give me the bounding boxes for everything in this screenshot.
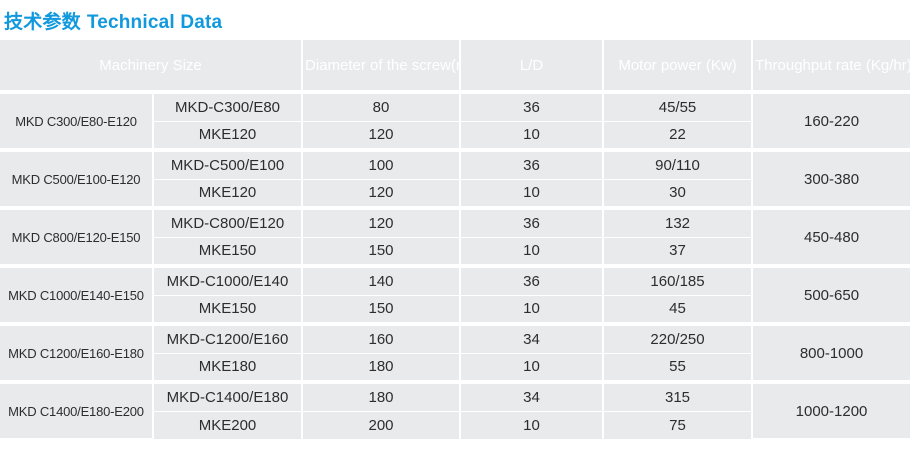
ld-cell: 36: [459, 266, 605, 296]
header-throughput-rate: Throughput rate (Kg/hr): [751, 40, 910, 94]
diameter-cell: 200: [301, 411, 462, 441]
page-title-chinese: 技术参数: [4, 12, 81, 33]
diameter-cell: 140: [301, 266, 462, 296]
motor-power-cell: 55: [602, 353, 754, 384]
machinery-size-cell: MKD C500/E100-E120: [0, 150, 154, 210]
motor-power-cell: 160/185: [602, 266, 754, 296]
model-cell: MKD-C800/E120: [151, 208, 304, 238]
table-body: MKD C300/E80-E120 MKD-C300/E80 80 36 45/55 16…: [0, 92, 910, 442]
model-cell: MKE150: [151, 237, 304, 268]
table-row: MKD C1400/E180-E200 MKD-C1400/E180 180 34 31…: [0, 382, 910, 442]
technical-data-table: Machinery Size Diameter of the screw(mm)…: [0, 40, 910, 442]
header-ld-ratio: L/D: [459, 40, 605, 94]
motor-power-cell: 45/55: [602, 92, 754, 122]
table-row: MKE150 150 10 37: [0, 237, 910, 268]
table-row: MKD C300/E80-E120 MKD-C300/E80 80 36 45/55 16…: [0, 92, 910, 152]
page-title-english: Technical Data: [86, 12, 223, 33]
diameter-cell: 100: [301, 150, 462, 180]
diameter-cell: 120: [301, 179, 462, 210]
throughput-cell: 300-380: [751, 150, 910, 210]
header-screw-diameter: Diameter of the screw(mm): [301, 40, 462, 94]
model-cell: MKD-C1200/E160: [151, 324, 304, 354]
ld-cell: 10: [459, 353, 605, 384]
model-cell: MKD-C1000/E140: [151, 266, 304, 296]
ld-cell: 36: [459, 92, 605, 122]
table-row: MKE150 150 10 45: [0, 295, 910, 326]
motor-power-cell: 22: [602, 121, 754, 152]
model-cell: MKE120: [151, 179, 304, 210]
diameter-cell: 120: [301, 208, 462, 238]
diameter-cell: 160: [301, 324, 462, 354]
machinery-size-cell: MKD C800/E120-E150: [0, 208, 154, 268]
diameter-cell: 80: [301, 92, 462, 122]
table-header-row: Machinery Size Diameter of the screw(mm)…: [0, 40, 910, 94]
ld-cell: 10: [459, 295, 605, 326]
table-row: MKE200 200 10 75: [0, 411, 910, 441]
ld-cell: 10: [459, 411, 605, 441]
motor-power-cell: 220/250: [602, 324, 754, 354]
throughput-cell: 1000-1200: [751, 382, 910, 442]
diameter-cell: 120: [301, 121, 462, 152]
model-cell: MKD-C500/E100: [151, 150, 304, 180]
table-row: MKE180 180 10 55: [0, 353, 910, 384]
table-row: MKD C1000/E140-E150 MKD-C1000/E140 140 36 16…: [0, 266, 910, 326]
machinery-size-cell: MKD C1400/E180-E200: [0, 382, 154, 442]
model-cell: MKD-C1400/E180: [151, 382, 304, 412]
machinery-size-cell: MKD C1200/E160-E180: [0, 324, 154, 384]
throughput-cell: 500-650: [751, 266, 910, 326]
model-cell: MKE150: [151, 295, 304, 326]
diameter-cell: 150: [301, 237, 462, 268]
diameter-cell: 180: [301, 382, 462, 412]
header-machinery-size: Machinery Size: [0, 40, 304, 94]
header-motor-power: Motor power (Kw): [602, 40, 754, 94]
table-row: MKD C800/E120-E150 MKD-C800/E120 120 36 132 4…: [0, 208, 910, 268]
ld-cell: 34: [459, 324, 605, 354]
throughput-cell: 160-220: [751, 92, 910, 152]
motor-power-cell: 75: [602, 411, 754, 441]
motor-power-cell: 132: [602, 208, 754, 238]
motor-power-cell: 30: [602, 179, 754, 210]
model-cell: MKE180: [151, 353, 304, 384]
ld-cell: 34: [459, 382, 605, 412]
throughput-cell: 450-480: [751, 208, 910, 268]
ld-cell: 36: [459, 208, 605, 238]
motor-power-cell: 315: [602, 382, 754, 412]
ld-cell: 36: [459, 150, 605, 180]
table-row: MKE120 120 10 22: [0, 121, 910, 152]
table-row: MKE120 120 10 30: [0, 179, 910, 210]
model-cell: MKE200: [151, 411, 304, 441]
model-cell: MKD-C300/E80: [151, 92, 304, 122]
ld-cell: 10: [459, 237, 605, 268]
motor-power-cell: 37: [602, 237, 754, 268]
motor-power-cell: 90/110: [602, 150, 754, 180]
machinery-size-cell: MKD C1000/E140-E150: [0, 266, 154, 326]
throughput-cell: 800-1000: [751, 324, 910, 384]
ld-cell: 10: [459, 179, 605, 210]
diameter-cell: 180: [301, 353, 462, 384]
motor-power-cell: 45: [602, 295, 754, 326]
table-row: MKD C1200/E160-E180 MKD-C1200/E160 160 34 22…: [0, 324, 910, 384]
page-title: 技术参数 Technical Data: [0, 0, 910, 40]
machinery-size-cell: MKD C300/E80-E120: [0, 92, 154, 152]
ld-cell: 10: [459, 121, 605, 152]
diameter-cell: 150: [301, 295, 462, 326]
model-cell: MKE120: [151, 121, 304, 152]
table-row: MKD C500/E100-E120 MKD-C500/E100 100 36 90/1…: [0, 150, 910, 210]
